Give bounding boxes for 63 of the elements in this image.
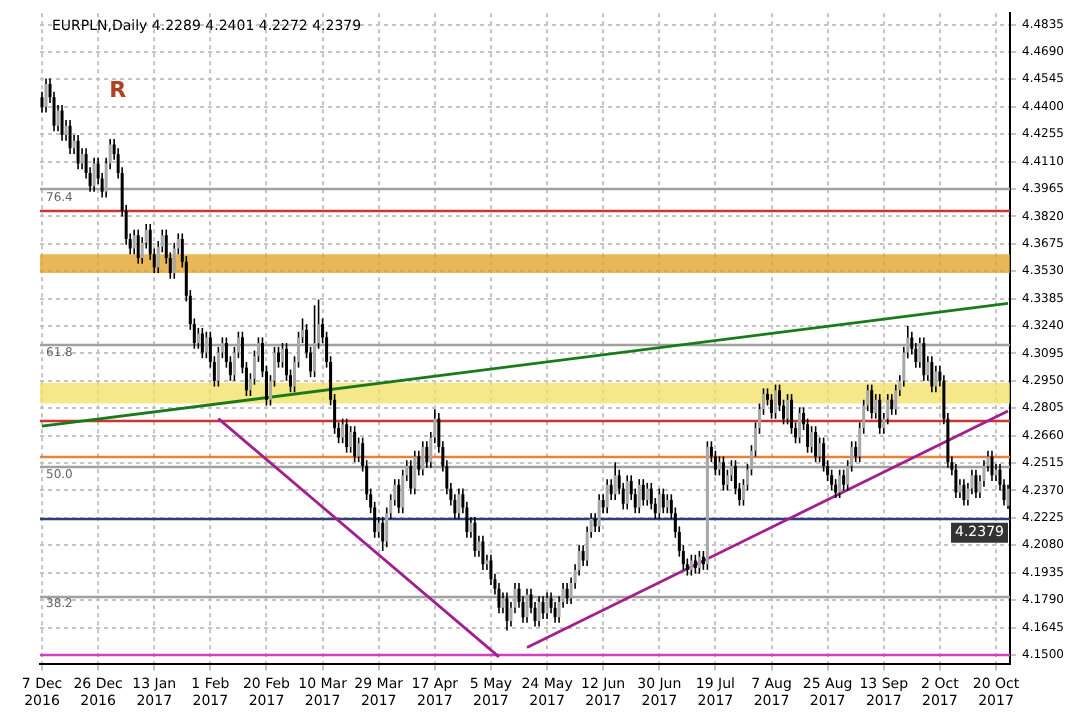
candlestick [481, 535, 485, 571]
candlestick [132, 228, 136, 256]
candlestick [136, 228, 140, 265]
candlestick [641, 478, 645, 507]
candlestick [974, 468, 978, 499]
candlestick [553, 601, 557, 624]
candlestick [565, 582, 569, 605]
candlestick [381, 516, 385, 552]
candlestick [665, 493, 669, 514]
candlestick [934, 364, 938, 393]
candlestick [922, 336, 926, 382]
candlestick [637, 478, 641, 514]
candlestick [886, 393, 890, 426]
candlestick [786, 393, 790, 426]
candlestick [473, 516, 477, 558]
candlestick [44, 77, 48, 114]
candlestick [549, 591, 553, 615]
candlestick [68, 119, 72, 155]
candlestick [798, 406, 802, 445]
candlestick [409, 459, 413, 496]
candlestick [894, 383, 898, 416]
candlestick [870, 383, 874, 420]
candlestick [200, 327, 204, 359]
candlestick [597, 493, 601, 533]
candlestick [625, 474, 629, 511]
candlestick [349, 425, 353, 454]
candlestick [693, 553, 697, 575]
candlestick [790, 393, 794, 435]
candlestick [830, 468, 834, 492]
candlestick [341, 417, 345, 445]
candlestick [814, 425, 818, 463]
candlestick [890, 393, 894, 416]
candlestick [661, 487, 665, 514]
candlestick [774, 383, 778, 420]
candlestick [489, 553, 493, 586]
candlestick [60, 104, 64, 142]
annotation: R [109, 77, 128, 104]
candlestick [76, 134, 80, 170]
candlestick [353, 425, 357, 463]
candlestick [649, 482, 653, 511]
candlestick [990, 450, 994, 482]
candlestick [878, 393, 882, 435]
candlestick [457, 487, 461, 520]
candlestick [541, 595, 545, 620]
candlestick [689, 553, 693, 577]
candlestick [930, 355, 934, 393]
candlestick [425, 440, 429, 469]
candlestick [505, 591, 509, 632]
candlestick [397, 478, 401, 514]
candlestick [810, 425, 814, 454]
candlestick [842, 468, 846, 492]
candlestick [822, 436, 826, 473]
candlestick [834, 478, 838, 499]
candlestick [657, 487, 661, 520]
candlestick [697, 550, 701, 575]
candlestick [721, 455, 725, 492]
candlestick [645, 482, 649, 507]
candlestick [605, 478, 609, 514]
candlestick [954, 463, 958, 499]
candlestick [345, 417, 349, 454]
candlestick [770, 393, 774, 420]
candlestick [497, 582, 501, 615]
candlestick [962, 478, 966, 507]
